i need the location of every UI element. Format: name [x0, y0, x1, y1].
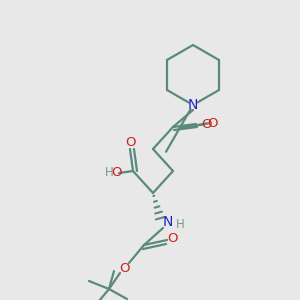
Text: O: O — [126, 136, 136, 148]
Text: O: O — [207, 117, 217, 130]
Text: O: O — [201, 118, 211, 130]
Text: H: H — [105, 167, 113, 179]
Text: O: O — [168, 232, 178, 245]
Text: N: N — [163, 215, 173, 229]
Text: H: H — [176, 218, 184, 230]
Text: N: N — [188, 98, 198, 112]
Text: O: O — [120, 262, 130, 275]
Text: O: O — [112, 167, 122, 179]
